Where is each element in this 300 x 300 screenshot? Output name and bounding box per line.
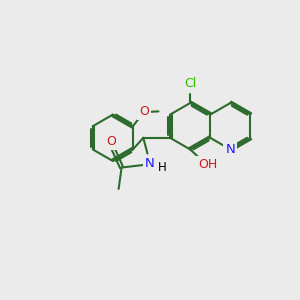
Text: N: N	[225, 143, 235, 156]
Text: H: H	[158, 161, 167, 174]
Text: OH: OH	[198, 158, 218, 171]
Text: Cl: Cl	[184, 77, 196, 90]
Text: O: O	[139, 106, 149, 118]
Text: N: N	[145, 157, 155, 169]
Text: O: O	[106, 136, 116, 148]
